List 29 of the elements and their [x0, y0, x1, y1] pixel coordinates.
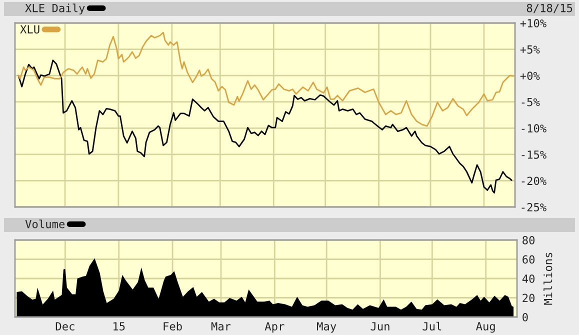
- x-tick-label: 15: [114, 322, 125, 331]
- text: 8/18/15: [526, 4, 572, 14]
- y-tick-label: +5%: [520, 45, 540, 54]
- y-axis-title: Millions: [544, 252, 552, 305]
- y-tick-label: 20: [522, 294, 535, 302]
- y-tick-label: +10%: [520, 19, 546, 28]
- legend-label: XLE Daily: [25, 4, 85, 14]
- x-tick-label: Dec: [56, 322, 74, 331]
- y-tick-label: 60: [522, 255, 535, 264]
- x-tick-label: Aug: [476, 322, 495, 333]
- line-series: [18, 32, 514, 127]
- y-tick-label: 0: [522, 313, 528, 322]
- y-tick-label: -20%: [522, 176, 546, 186]
- y-tick-label: 80: [522, 236, 535, 244]
- x-tick-label: May: [317, 322, 336, 333]
- x-tick-label: Jun: [370, 322, 390, 331]
- line-series: [18, 60, 512, 194]
- x-tick-label: Feb: [164, 322, 182, 331]
- x-tick-label: Jul: [422, 322, 442, 331]
- y-tick-label: +0%: [520, 72, 540, 80]
- y-tick-label: -10%: [522, 124, 546, 133]
- legend-label: Volume: [25, 220, 65, 228]
- y-tick-label: 40: [522, 274, 535, 283]
- y-tick-label: -25%: [522, 203, 546, 212]
- y-tick-label: -15%: [522, 150, 546, 159]
- legend-label: XLU: [20, 25, 40, 34]
- x-tick-label: Apr: [264, 322, 284, 333]
- y-tick-label: -5%: [522, 98, 540, 106]
- x-tick-label: Mar: [211, 322, 231, 331]
